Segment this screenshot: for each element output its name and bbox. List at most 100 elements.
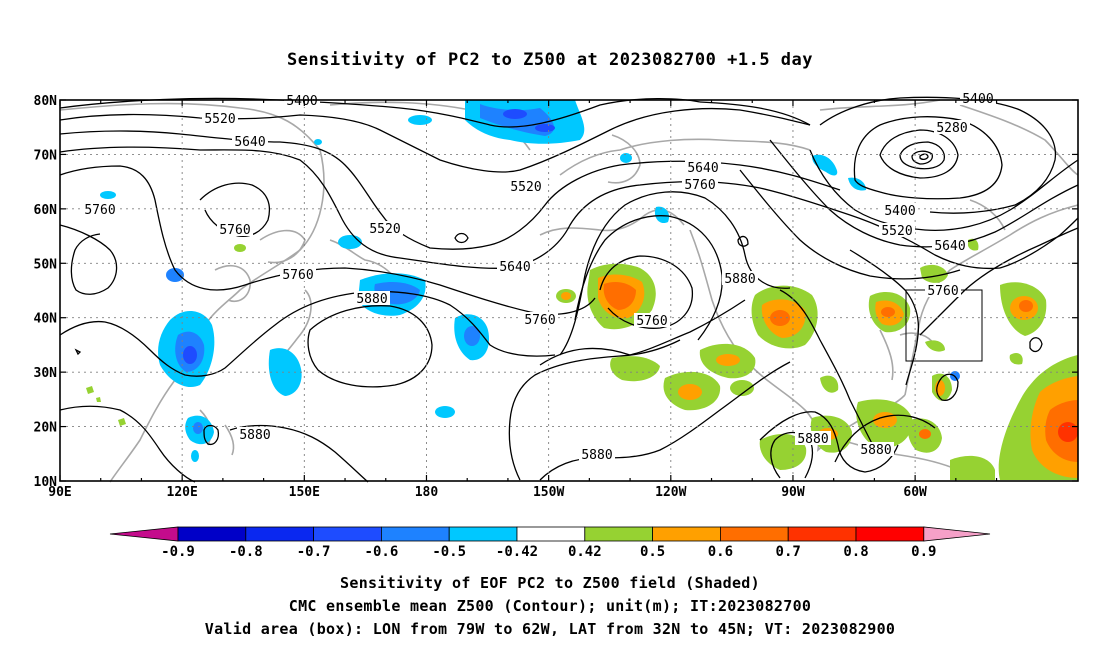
contour-label-bg [932,238,968,252]
contour-label-bg [879,223,915,237]
axis-ticks [59,99,1078,482]
colorbar-cell [652,526,721,542]
contour-label: 5760 [524,313,555,328]
contour-label-bg [280,267,316,281]
contour-label: 5640 [234,135,265,150]
lon-tick-label: 150W [533,485,564,500]
contour-label-bg [522,312,558,326]
colorbar-cell [787,526,857,542]
colorbar-label: -0.42 [496,544,538,560]
contour-label: 5760 [282,268,313,283]
lat-tick-label: 80N [34,94,58,109]
colorbar-label: -0.9 [161,544,195,560]
colorbar-label: 0.5 [640,544,665,560]
colorbar-triangle-left [109,526,179,542]
colorbar-label: -0.8 [229,544,263,560]
contour-label-bg [960,91,996,105]
contour-label: 5520 [204,112,235,127]
contour-label: 5880 [581,448,612,463]
contour-label-bg [497,259,533,273]
lat-tick-label: 50N [34,257,58,272]
contour-labels: 5400 5520 5640 5760 5760 5520 5520 5640 5760 5640… [82,91,996,463]
contour-label: 5400 [884,204,915,219]
contour-label-bg [367,221,403,235]
contour-label-bg [934,120,970,134]
footer-line-2: CMC ensemble mean Z500 (Contour); unit(m… [288,597,812,615]
contour-label: 5400 [286,94,317,109]
contour-label-bg [685,160,721,174]
colorbar-label: 0.8 [843,544,868,560]
contour-label: 5640 [934,239,965,254]
contour-label: 5880 [239,428,270,443]
contour-label: 5880 [797,432,828,447]
footer-line-3: Valid area (box): LON from 79W to 62W, L… [204,620,896,638]
colorbar-cell [720,526,789,542]
map-title: Sensitivity of PC2 to Z500 at 2023082700… [286,50,813,70]
colorbar-label: 0.42 [568,544,602,560]
lon-tick-label: 60W [903,485,927,500]
contour-label-bg [202,111,238,125]
colorbar-cell [516,526,586,542]
contour-label-bg [232,134,268,148]
colorbar-cell [855,526,925,542]
contour-label: 5760 [219,223,250,238]
contour-label: 5880 [860,443,891,458]
contour-label-bg [682,177,718,191]
contour-label: 5760 [636,314,667,329]
contour-label-bg [634,313,670,327]
contour-label-bg [579,447,615,461]
colorbar-cell [245,526,315,542]
colorbar [109,526,991,542]
lat-tick-label: 70N [34,148,58,163]
contour-label: 5760 [927,284,958,299]
axis-labels: 90E 120E 150E 180 150W 120W 90W 60W 80N 70N 60N 50N… [34,94,928,500]
gridlines [60,100,1078,481]
contour-label: 5880 [724,272,755,287]
contour-label: 5880 [356,292,387,307]
map-frame [59,99,1079,482]
contour-label-bg [858,442,894,456]
colorbar-label: 0.7 [776,544,801,560]
colorbar-labels: -0.9 -0.8 -0.7 -0.6 -0.5 -0.42 0.42 0.5 0.6 0.7 0.… [161,544,936,560]
colorbar-label: 0.6 [708,544,733,560]
lon-tick-label: 90W [781,485,805,500]
lat-tick-label: 30N [34,366,58,381]
lon-tick-label: 180 [415,485,439,500]
colorbar-cell [313,526,382,542]
contour-label-bg [217,222,253,236]
contour-label-bg [722,271,758,285]
contour-label: 5520 [881,224,912,239]
lat-tick-label: 10N [34,475,58,490]
colorbar-cell [448,526,518,542]
lon-tick-label: 150E [289,485,320,500]
colorbar-triangle-right [923,526,991,542]
lon-tick-label: 120E [167,485,198,500]
contour-label: 5640 [687,161,718,176]
contour-label-bg [508,179,544,193]
colorbar-label: -0.7 [297,544,331,560]
footer-line-1: Sensitivity of EOF PC2 to Z500 field (Sh… [340,574,760,592]
contour-label: 5760 [84,203,115,218]
lon-tick-label: 120W [655,485,686,500]
lon-tick-label: 90E [48,485,71,500]
colorbar-label: -0.6 [365,544,399,560]
contour-label-bg [882,203,918,217]
contour-label-bg [82,202,118,216]
contour-label: 5280 [936,121,967,136]
contour-label-bg [237,427,273,441]
contour-label: 5520 [510,180,541,195]
lat-tick-label: 60N [34,203,58,218]
lat-tick-label: 40N [34,312,58,327]
lat-tick-label: 20N [34,421,58,436]
contour-label: 5520 [369,222,400,237]
colorbar-label: -0.5 [432,544,466,560]
contour-label-bg [795,431,831,445]
contour-label: 5760 [684,178,715,193]
colorbar-label: 0.9 [911,544,936,560]
colorbar-cell [584,526,653,542]
colorbar-cell [177,526,247,542]
contour-label-bg [925,283,961,297]
contour-label: 5640 [499,260,530,275]
colorbar-cell [380,526,450,542]
